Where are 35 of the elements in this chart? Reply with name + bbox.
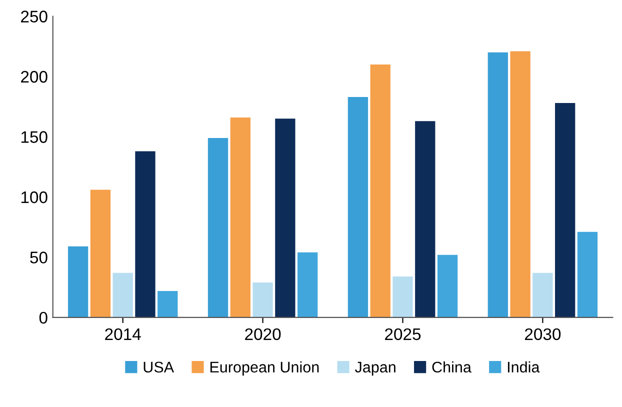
x-tick-label: 2014 bbox=[105, 328, 141, 340]
y-tick-label: 250 bbox=[21, 10, 48, 22]
bar bbox=[437, 254, 458, 318]
legend-label: European Union bbox=[210, 361, 319, 376]
legend-label: Japan bbox=[354, 362, 396, 376]
y-tick-label: 200 bbox=[21, 70, 48, 83]
legend-label: China bbox=[432, 361, 472, 373]
bar bbox=[577, 232, 598, 318]
bar bbox=[68, 246, 88, 318]
y-tick-label: 50 bbox=[30, 252, 48, 264]
x-tick-label: 2025 bbox=[385, 328, 421, 340]
legend-label: USA bbox=[144, 362, 174, 373]
y-tick-label: 100 bbox=[21, 191, 48, 204]
bar bbox=[298, 252, 318, 318]
bar bbox=[158, 290, 178, 318]
bar bbox=[252, 282, 273, 318]
bar bbox=[392, 276, 413, 318]
bar bbox=[370, 64, 390, 318]
bar bbox=[348, 96, 368, 318]
bar bbox=[510, 51, 530, 318]
bar bbox=[415, 121, 436, 318]
y-tick-label: 0 bbox=[39, 312, 48, 324]
x-tick-label: 2030 bbox=[524, 328, 561, 340]
bar bbox=[135, 151, 156, 318]
legend-label: India bbox=[508, 361, 540, 373]
x-tick-label: 2020 bbox=[245, 328, 281, 340]
bar bbox=[532, 272, 553, 318]
bar bbox=[555, 103, 576, 318]
y-tick-label: 150 bbox=[21, 131, 48, 143]
bar bbox=[112, 272, 133, 318]
bar bbox=[90, 190, 111, 318]
bar bbox=[275, 118, 296, 318]
bar bbox=[488, 52, 508, 318]
bar bbox=[208, 138, 228, 318]
bar bbox=[230, 117, 250, 318]
